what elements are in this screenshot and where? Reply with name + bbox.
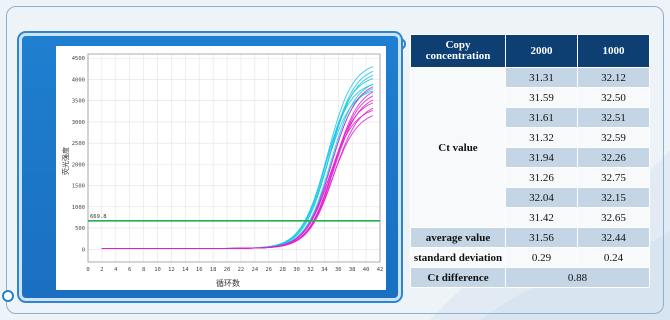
amplification-curve: [101, 115, 374, 249]
y-tick-label: 3500: [72, 99, 85, 105]
header-1000: 1000: [577, 34, 650, 68]
x-tick-label: 26: [265, 267, 272, 273]
x-tick-label: 42: [377, 267, 384, 273]
x-tick-label: 36: [335, 267, 342, 273]
ct-2000-cell: 31.94: [505, 147, 578, 168]
ct-1000-cell: 32.75: [577, 167, 650, 188]
header-copy-concentration: Copy concentration: [410, 34, 506, 68]
amplification-curve: [101, 83, 374, 249]
ct-2000-cell: 32.04: [505, 187, 578, 208]
amplification-curve: [101, 78, 374, 249]
y-tick-label: 2000: [72, 162, 85, 168]
amplification-curve: [101, 91, 374, 249]
x-tick-label: 22: [238, 267, 245, 273]
amplification-chart: 0 2 4 6 8 10 12 14 16 18 20 22 24 26 28 30 32 34 36 38 40 420…: [61, 53, 384, 288]
ct-difference-cell: 0.88: [505, 267, 650, 288]
header-2000: 2000: [505, 34, 578, 68]
table-row: standard deviation 0.29 0.24: [410, 247, 650, 268]
x-tick-label: 8: [142, 267, 145, 273]
stdev-1000-cell: 0.24: [577, 247, 650, 268]
ct-2000-cell: 31.31: [505, 67, 578, 88]
ct-1000-cell: 32.26: [577, 147, 650, 168]
stdev-2000-cell: 0.29: [505, 247, 578, 268]
ct-2000-cell: 31.61: [505, 107, 578, 128]
threshold-label: 669.8: [90, 214, 107, 220]
y-tick-label: 0: [82, 247, 85, 253]
x-tick-label: 24: [252, 267, 259, 273]
ct-2000-cell: 31.32: [505, 127, 578, 148]
threshold-line-group: 669.8: [88, 214, 380, 222]
average-2000-cell: 31.56: [505, 227, 578, 248]
x-tick-label: 38: [349, 267, 356, 273]
x-tick-label: 18: [210, 267, 217, 273]
chart-axes: 0 2 4 6 8 10 12 14 16 18 20 22 24 26 28 30 32 34 36 38 40 420…: [72, 53, 384, 273]
y-tick-label: 1500: [72, 184, 85, 190]
x-tick-label: 2: [100, 267, 103, 273]
ct-2000-cell: 31.42: [505, 207, 578, 228]
x-tick-label: 30: [293, 267, 300, 273]
x-axis-label: 循环数: [216, 278, 240, 288]
ct-1000-cell: 32.51: [577, 107, 650, 128]
x-tick-label: 4: [114, 267, 118, 273]
x-tick-label: 28: [279, 267, 286, 273]
amplification-curve: [101, 99, 374, 249]
table-row: 31.61 32.51: [411, 107, 650, 128]
average-value-label: average value: [410, 227, 506, 248]
ct-2000-cell: 31.59: [505, 87, 578, 108]
x-tick-label: 34: [321, 267, 328, 273]
amplification-curve: [101, 84, 374, 249]
chart-grid: [87, 54, 381, 262]
y-tick-label: 3000: [72, 120, 85, 126]
standard-deviation-label: standard deviation: [410, 247, 506, 268]
table-row: Ct difference 0.88: [410, 267, 650, 288]
frame-dot-bottom-left: [2, 290, 14, 302]
x-tick-label: 14: [182, 267, 189, 273]
table-row: 31.32 32.59: [411, 127, 650, 148]
table-row: 31.26 32.75: [411, 167, 650, 188]
table-row: 31.42 32.65: [411, 207, 650, 228]
ct-1000-cell: 32.59: [577, 127, 650, 148]
y-tick-label: 4500: [72, 56, 85, 62]
table-row: 31.59 32.50: [411, 87, 650, 108]
x-tick-label: 6: [128, 267, 131, 273]
y-tick-label: 1000: [72, 205, 85, 211]
chart-canvas: 0 2 4 6 8 10 12 14 16 18 20 22 24 26 28 30 32 34 36 38 40 42 0…: [56, 46, 386, 290]
chart-panel: 0 2 4 6 8 10 12 14 16 18 20 22 24 26 28 30 32 34 36 38 40 42 0…: [22, 36, 398, 298]
amplification-curve: [101, 95, 374, 249]
table-row: Ct value 31.31 32.12: [410, 67, 650, 228]
table-row: average value 31.56 32.44: [410, 227, 650, 248]
ct-value-table: Copy concentration 2000 1000 Ct value 31.…: [410, 34, 650, 288]
y-tick-label: 500: [75, 226, 85, 232]
ct-1000-cell: 32.50: [577, 87, 650, 108]
ct-1000-cell: 32.15: [577, 187, 650, 208]
ct-1000-cell: 32.12: [577, 67, 650, 88]
ct-value-label: Ct value: [410, 67, 506, 228]
outer-frame: [6, 6, 664, 314]
x-tick-label: 10: [154, 267, 161, 273]
ct-2000-cell: 31.26: [505, 167, 578, 188]
ct-difference-label: Ct difference: [410, 267, 506, 288]
x-tick-label: 32: [307, 267, 314, 273]
x-tick-label: 40: [363, 267, 370, 273]
x-tick-label: 12: [168, 267, 175, 273]
chart-series: [101, 66, 374, 249]
x-tick-label: 16: [196, 267, 203, 273]
x-tick-label: 0: [86, 267, 89, 273]
y-tick-label: 2500: [72, 141, 85, 147]
y-axis-label: 荧光强度: [61, 147, 70, 175]
y-tick-label: 4000: [72, 77, 85, 83]
table-row: 31.94 32.26: [411, 147, 650, 168]
average-1000-cell: 32.44: [577, 227, 650, 248]
x-tick-label: 20: [224, 267, 231, 273]
plot-border: [87, 53, 381, 263]
ct-1000-cell: 32.65: [577, 207, 650, 228]
